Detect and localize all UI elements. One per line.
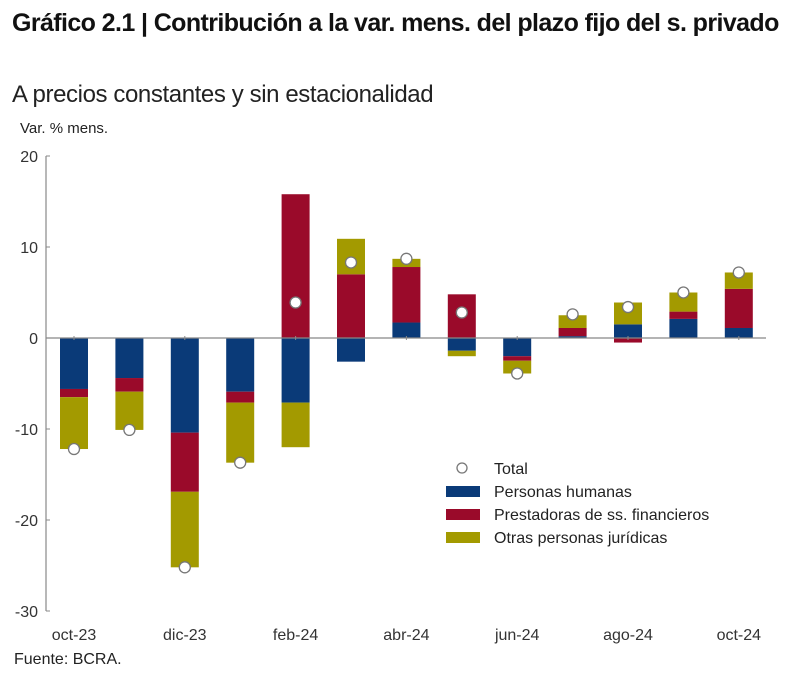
- y-axis-label: Var. % mens.: [20, 120, 109, 137]
- bar-segment: [170, 338, 199, 433]
- chart-title: Gráfico 2.1 | Contribución a la var. men…: [12, 9, 779, 37]
- bar-segment: [281, 402, 310, 448]
- bar-segment: [669, 318, 698, 338]
- bar-segment: [447, 338, 476, 351]
- bar-segment: [558, 327, 587, 337]
- bar-segment: [669, 311, 698, 319]
- y-tick-label: -20: [15, 513, 38, 530]
- bar-segment: [170, 432, 199, 492]
- bar-segment: [60, 388, 88, 398]
- bar-segment: [337, 338, 365, 362]
- bar-segment: [724, 272, 753, 289]
- total-marker: [289, 296, 302, 309]
- bar-segment: [115, 391, 144, 430]
- legend-label: Personas humanas: [494, 484, 632, 501]
- bar-segment: [558, 336, 587, 338]
- y-tick-label: -30: [15, 604, 38, 621]
- legend-label: Otras personas jurídicas: [494, 530, 667, 547]
- bar-segment: [281, 338, 310, 403]
- bar-segment: [60, 338, 88, 389]
- legend-swatch: [446, 532, 480, 543]
- bar-segment: [614, 324, 642, 338]
- bar-segment: [669, 292, 698, 312]
- x-tick-label: dic-23: [163, 627, 207, 644]
- bar-segment: [614, 338, 642, 343]
- x-tick-label: oct-24: [717, 627, 762, 644]
- bar-segment: [60, 397, 88, 450]
- total-marker: [400, 252, 413, 265]
- total-marker: [732, 266, 745, 279]
- legend-label: Prestadoras de ss. financieros: [494, 507, 709, 524]
- bar-segment: [392, 267, 421, 323]
- legend-label-total: Total: [494, 461, 528, 478]
- x-tick-label: abr-24: [383, 627, 429, 644]
- x-tick-label: oct-23: [52, 627, 97, 644]
- total-marker: [123, 423, 136, 437]
- total-marker: [677, 286, 690, 299]
- total-marker: [511, 367, 524, 380]
- bar-segment: [226, 391, 255, 403]
- total-marker: [178, 561, 191, 574]
- total-marker: [344, 256, 358, 269]
- bar-segment: [503, 338, 532, 357]
- y-tick-label: 0: [29, 331, 38, 348]
- total-marker: [67, 442, 81, 456]
- total-marker: [566, 308, 579, 321]
- bar-segment: [392, 322, 421, 338]
- x-tick-label: ago-24: [603, 627, 653, 644]
- chart-subtitle: A precios constantes y sin estacionalida…: [12, 81, 434, 108]
- bar-segment: [614, 302, 642, 325]
- x-tick-label: jun-24: [494, 627, 540, 644]
- y-tick-label: 20: [20, 149, 38, 166]
- bar-segment: [503, 356, 532, 361]
- bar-segment: [226, 338, 255, 392]
- bar-segment: [337, 274, 365, 338]
- legend-swatch: [446, 509, 480, 520]
- bar-segment: [115, 338, 144, 379]
- total-marker: [455, 306, 468, 319]
- bar-segment: [281, 194, 310, 338]
- bar-segment: [170, 491, 199, 568]
- legend-swatch: [446, 486, 480, 497]
- x-tick-label: feb-24: [273, 627, 318, 644]
- legend-swatch-total: [456, 462, 468, 474]
- source-note: Fuente: BCRA.: [14, 651, 122, 668]
- y-tick-label: -10: [15, 422, 38, 439]
- bar-segment: [558, 315, 587, 328]
- total-marker: [234, 456, 247, 469]
- bar-segment: [115, 378, 144, 392]
- total-marker: [621, 300, 635, 314]
- bar-segment: [447, 350, 476, 357]
- bar-segment: [724, 288, 753, 328]
- bar-segment: [724, 327, 753, 338]
- bar-segment: [503, 360, 532, 374]
- y-tick-label: 10: [20, 240, 38, 257]
- bar-segment: [226, 402, 255, 463]
